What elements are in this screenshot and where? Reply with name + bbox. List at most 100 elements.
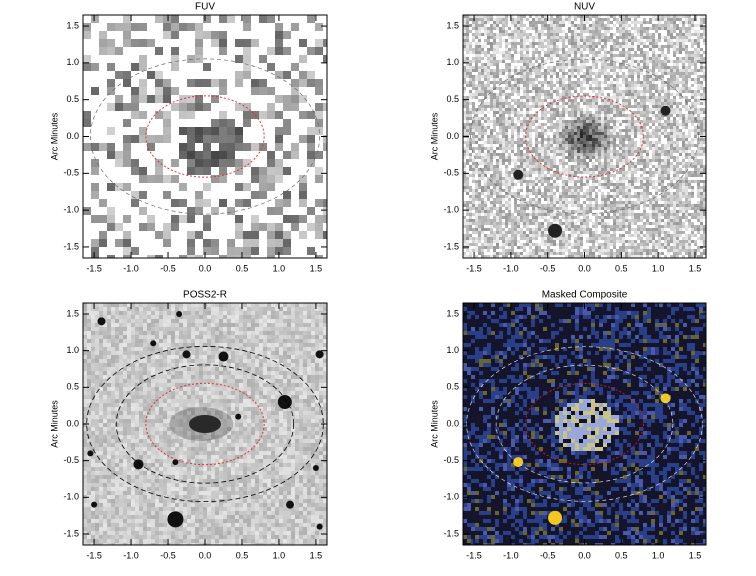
pixel <box>652 54 655 57</box>
pixel <box>577 57 580 60</box>
pixel <box>517 222 520 225</box>
pixel <box>517 144 520 147</box>
pixel <box>517 27 520 30</box>
pixel <box>670 123 673 126</box>
pixel <box>610 195 613 198</box>
pixel <box>595 96 598 99</box>
pixel <box>267 223 275 231</box>
pixel <box>637 162 640 165</box>
pixel <box>607 87 610 90</box>
pixel <box>613 57 616 60</box>
pixel <box>625 138 628 141</box>
pixel <box>628 153 631 156</box>
pixel <box>658 69 661 72</box>
pixel <box>526 99 529 102</box>
pixel <box>538 174 541 177</box>
pixel <box>577 108 580 111</box>
pixel <box>511 138 514 141</box>
pixel <box>580 168 583 171</box>
pixel <box>574 210 577 213</box>
pixel <box>634 153 637 156</box>
pixel <box>580 135 583 138</box>
pixel <box>505 147 508 150</box>
pixel <box>520 108 523 111</box>
pixel <box>559 75 562 78</box>
pixel <box>607 96 610 99</box>
pixel <box>598 165 601 168</box>
pixel <box>637 66 640 69</box>
pixel <box>613 42 616 45</box>
pixel <box>619 138 622 141</box>
pixel <box>664 144 667 147</box>
pixel <box>496 198 499 201</box>
pixel <box>631 216 634 219</box>
pixel <box>673 66 676 69</box>
pixel <box>484 18 487 21</box>
pixel <box>466 27 469 30</box>
pixel <box>547 120 550 123</box>
pixel <box>598 42 601 45</box>
pixel <box>466 129 469 132</box>
pixel <box>610 153 613 156</box>
pixel <box>613 69 616 72</box>
pixel <box>622 60 625 63</box>
pixel <box>490 57 493 60</box>
pixel <box>601 198 604 201</box>
pixel <box>571 93 574 96</box>
pixel <box>523 138 526 141</box>
pixel <box>619 114 622 117</box>
pixel <box>589 51 592 54</box>
pixel <box>643 150 646 153</box>
pixel <box>544 153 547 156</box>
pixel <box>652 81 655 84</box>
pixel <box>508 69 511 72</box>
pixel <box>643 192 646 195</box>
pixel <box>523 162 526 165</box>
pixel <box>637 93 640 96</box>
pixel <box>586 150 589 153</box>
pixel <box>514 129 517 132</box>
pixel <box>673 213 676 216</box>
pixel <box>649 48 652 51</box>
pixel <box>577 138 580 141</box>
pixel <box>541 72 544 75</box>
pixel <box>619 186 622 189</box>
pixel <box>203 127 211 135</box>
pixel <box>508 108 511 111</box>
pixel <box>703 189 706 192</box>
pixel <box>685 138 688 141</box>
pixel <box>616 48 619 51</box>
pixel <box>532 120 535 123</box>
pixel <box>589 66 592 69</box>
pixel <box>493 213 496 216</box>
pixel <box>610 168 613 171</box>
pixel <box>511 126 514 129</box>
pixel <box>559 63 562 66</box>
pixel <box>562 30 565 33</box>
pixel <box>580 132 583 135</box>
pixel <box>538 213 541 216</box>
pixel <box>481 117 484 120</box>
pixel <box>676 51 679 54</box>
pixel <box>616 111 619 114</box>
pixel <box>505 93 508 96</box>
pixel <box>526 195 529 198</box>
pixel <box>670 144 673 147</box>
pixel <box>472 189 475 192</box>
pixel <box>547 129 550 132</box>
pixel <box>514 33 517 36</box>
pixel <box>493 207 496 210</box>
pixel <box>589 171 592 174</box>
pixel <box>505 48 508 51</box>
pixel <box>493 27 496 30</box>
pixel <box>496 15 499 18</box>
pixel <box>646 186 649 189</box>
pixel <box>511 54 514 57</box>
pixel <box>466 222 469 225</box>
pixel <box>679 108 682 111</box>
pixel <box>532 207 535 210</box>
pixel <box>640 90 643 93</box>
pixel <box>574 192 577 195</box>
pixel <box>499 129 502 132</box>
pixel <box>625 210 628 213</box>
